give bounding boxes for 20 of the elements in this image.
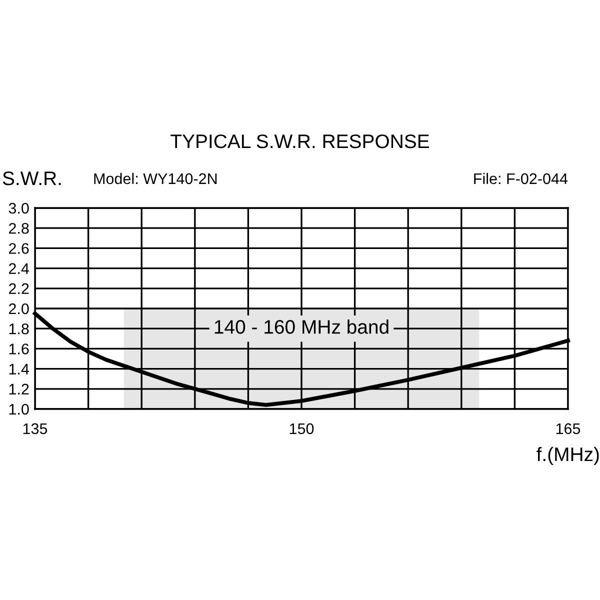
x-tick-label: 150: [290, 423, 314, 434]
y-tick-label: 2.6: [8, 243, 29, 254]
x-tick-label: 135: [23, 423, 48, 434]
y-tick-label: 2.8: [8, 222, 29, 234]
text: File: F-02-044: [474, 172, 568, 184]
y-tick-label: 2.0: [8, 303, 29, 314]
y-tick-label: 3.0: [8, 202, 29, 214]
y-tick-label: 1.8: [9, 323, 29, 334]
y-tick-label: 1.0: [9, 404, 29, 415]
y-tick-label: 1.6: [9, 344, 29, 354]
y-tick-label: 1.2: [9, 384, 29, 394]
chart-title: TYPICAL S.W.R. RESPONSE: [170, 134, 429, 148]
x-axis-title: f.(MHz): [536, 446, 599, 466]
text: Model: WY140-2N: [94, 172, 217, 184]
y-tick-label: 1.4: [9, 364, 29, 374]
y-tick-label: 2.2: [8, 283, 29, 294]
y-tick-label: 2.4: [8, 263, 29, 274]
x-tick-label: 165: [556, 423, 580, 434]
band-label: 140 - 160 MHz band: [214, 320, 388, 334]
y-axis-title: S.W.R.: [2, 171, 61, 186]
